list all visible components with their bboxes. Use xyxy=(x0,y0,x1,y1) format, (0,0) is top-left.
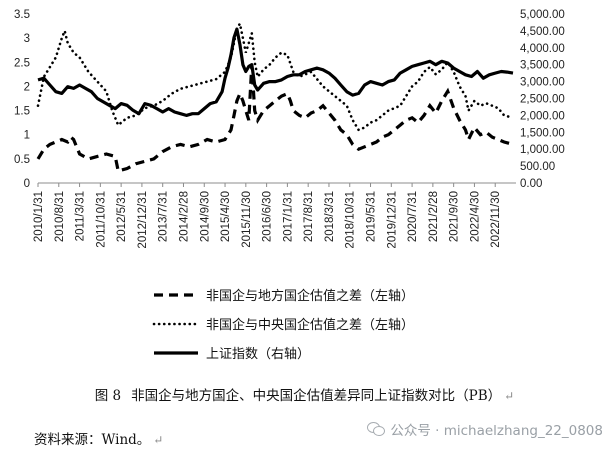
legend-label-1: 非国企与中央国企估值之差（左轴） xyxy=(206,317,414,333)
right-y-tick-label: 4,000.00 xyxy=(520,43,565,55)
right-y-tick-label: 1,500.00 xyxy=(520,127,565,139)
watermark: 公众号 · michaelzhang_22_0808 xyxy=(367,419,603,439)
left-y-tick-label: 2 xyxy=(24,81,30,93)
series-line-2 xyxy=(37,27,514,117)
x-tick-label: 2018/10/31 xyxy=(345,191,357,249)
left-y-tick-label: 3 xyxy=(24,33,30,45)
x-tick-label: 2012/12/31 xyxy=(137,191,149,249)
wechat-icon xyxy=(367,422,386,436)
series-line-0 xyxy=(36,64,514,173)
figure-title: 非国企与地方国企、中央国企估值差异同上证指数对比（PB） xyxy=(131,388,502,404)
figure-caption: 图 8 非国企与地方国企、中央国企估值差异同上证指数对比（PB） ↵ xyxy=(0,384,609,404)
x-tick-label: 2021/9/30 xyxy=(449,191,461,242)
x-tick-label: 2019/5/31 xyxy=(366,191,378,242)
x-tick-label: 2016/6/30 xyxy=(262,191,274,242)
x-tick-label: 2018/3/31 xyxy=(324,191,336,242)
right-y-tick-label: 500.00 xyxy=(520,161,555,173)
left-y-tick-label: 0.5 xyxy=(14,154,30,166)
watermark-text: 公众号 · michaelzhang_22_0808 xyxy=(390,423,603,439)
left-y-tick-label: 2.5 xyxy=(14,57,30,69)
right-y-tick-label: 2,500.00 xyxy=(520,94,565,106)
paragraph-mark-icon: ↵ xyxy=(504,389,515,403)
plot-area xyxy=(36,20,515,173)
source-note: 资料来源：Wind。 ↵ xyxy=(34,428,163,448)
legend-label-2: 上证指数（右轴） xyxy=(206,347,310,362)
left-y-tick-label: 3.5 xyxy=(14,9,30,21)
right-y-tick-label: 3,500.00 xyxy=(520,60,565,72)
right-y-tick-label: 0.00 xyxy=(520,178,542,190)
right-y-axis: 0.00 500.00 1,000.00 1,500.00 2,000.00 2,500.… xyxy=(520,9,565,190)
left-y-tick-label: 1.5 xyxy=(14,106,30,118)
x-tick-label: 2010/8/31 xyxy=(54,191,66,242)
x-tick-label: 2011/10/31 xyxy=(95,191,107,248)
chart: 0 0.5 1 1.5 2 2.5 3 3.5 0.00 500.00 1,000.00 1,500… xyxy=(14,9,565,362)
source-text: 资料来源：Wind。 xyxy=(34,432,151,448)
figure-number: 图 8 xyxy=(94,388,122,404)
x-tick-label: 2014/9/30 xyxy=(199,191,211,242)
x-tick-label: 2021/2/28 xyxy=(428,191,440,242)
x-tick-label: 2017/8/31 xyxy=(303,191,315,242)
left-y-tick-label: 1 xyxy=(24,130,30,142)
x-tick-label: 2020/7/31 xyxy=(407,191,419,242)
x-tick-label: 2010/1/31 xyxy=(33,191,45,242)
x-tick-label: 2014/2/28 xyxy=(178,191,190,242)
x-tick-label: 2013/7/31 xyxy=(158,191,170,242)
x-tick-label: 2011/3/31 xyxy=(75,191,87,241)
x-tick-label: 2019/12/31 xyxy=(386,191,398,249)
right-y-tick-label: 3,000.00 xyxy=(520,77,565,89)
x-tick-label: 2012/5/31 xyxy=(116,191,128,242)
right-y-tick-label: 5,000.00 xyxy=(520,9,565,21)
x-axis: 2010/1/31 2010/8/31 2011/3/31 2011/10/31 201… xyxy=(33,182,516,249)
right-y-tick-label: 1,000.00 xyxy=(520,144,565,156)
left-y-tick-label: 0 xyxy=(24,178,30,190)
paragraph-mark-icon: ↵ xyxy=(153,433,164,447)
x-tick-label: 2017/1/31 xyxy=(282,191,294,242)
legend-label-0: 非国企与地方国企估值之差（左轴） xyxy=(206,288,414,304)
x-tick-label: 2015/4/30 xyxy=(220,191,232,242)
legend: 非国企与地方国企估值之差（左轴） 非国企与中央国企估值之差（左轴） 上证指数（右轴） xyxy=(152,288,414,362)
series-line-1 xyxy=(36,20,515,132)
left-y-axis: 0 0.5 1 1.5 2 2.5 3 3.5 xyxy=(14,9,30,190)
x-tick-label: 2022/11/30 xyxy=(490,191,502,248)
right-y-tick-label: 4,500.00 xyxy=(520,26,565,38)
x-tick-label: 2022/4/30 xyxy=(469,191,481,242)
right-y-tick-label: 2,000.00 xyxy=(520,110,565,122)
x-tick-label: 2015/11/30 xyxy=(241,191,253,248)
